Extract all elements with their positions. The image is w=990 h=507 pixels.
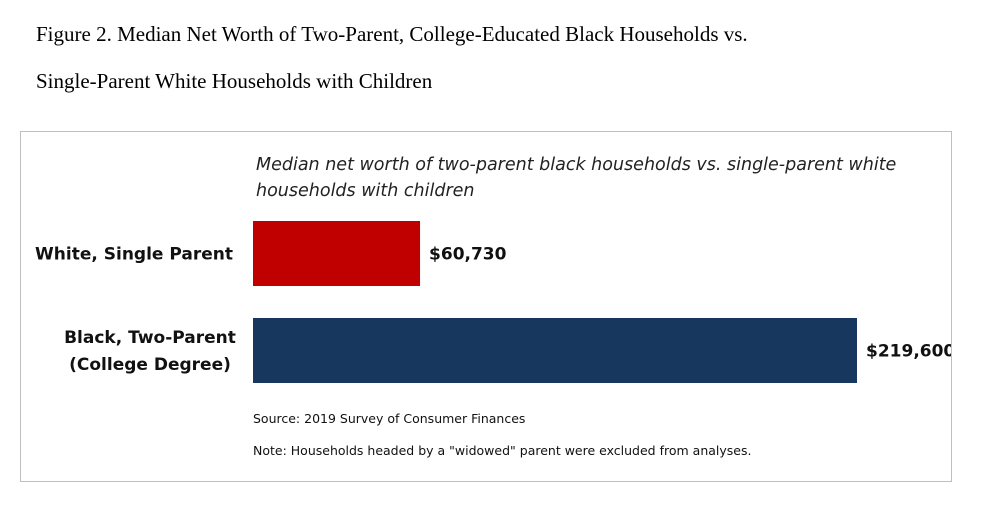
bar-0: [253, 221, 421, 286]
chart-title: Median net worth of two-parent black hou…: [256, 155, 897, 201]
value-label-0: $60,730: [429, 245, 507, 265]
source-note: Source: 2019 Survey of Consumer Finances: [253, 411, 526, 426]
chart-container: Median net worth of two-parent black hou…: [20, 131, 952, 482]
category-label-1: Black, Two-Parent (College Degree): [64, 328, 236, 375]
value-label-1: $219,600: [866, 342, 951, 362]
exclusion-note: Note: Households headed by a "widowed" p…: [253, 443, 752, 458]
bar-chart: $60,730 White, Single Parent $219,600 Black…: [35, 221, 951, 383]
bar-1: [253, 318, 857, 383]
figure-caption-line-2: Single-Parent White Households with Chil…: [36, 69, 433, 93]
figure-caption-line-1: Figure 2. Median Net Worth of Two-Parent…: [36, 22, 748, 46]
category-label-0: White, Single Parent: [35, 245, 233, 265]
